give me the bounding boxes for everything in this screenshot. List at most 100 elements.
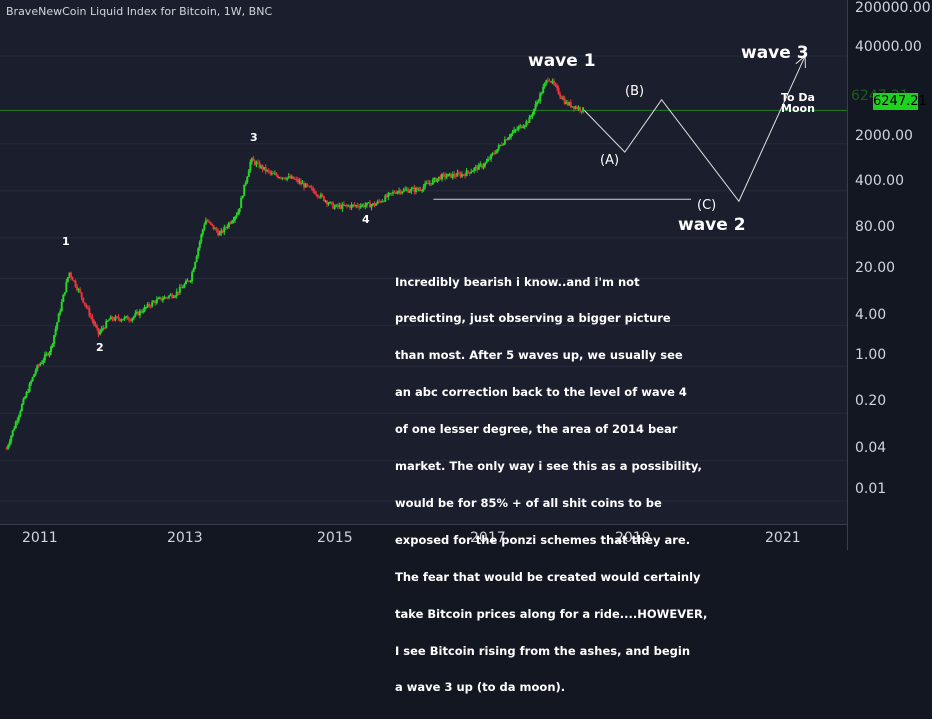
candle-body	[264, 166, 267, 172]
candle-body	[569, 102, 572, 107]
candle-body	[120, 319, 123, 321]
abc-label-a: (A)	[600, 153, 620, 168]
note-line: of one lesser degree, the area of 2014 b…	[395, 422, 678, 437]
candle-body	[36, 365, 39, 371]
candle-body	[494, 152, 497, 154]
candle-body	[295, 178, 298, 180]
candle-body	[537, 101, 540, 103]
candle-body	[516, 129, 519, 131]
candle-body	[464, 174, 467, 177]
candle-body	[477, 164, 480, 170]
candle-body	[37, 365, 40, 367]
candle-body	[437, 176, 440, 179]
candle-body	[209, 221, 212, 224]
candle-body	[318, 196, 321, 198]
candle-body	[25, 392, 28, 398]
note-line: take Bitcoin prices along for a ride....…	[395, 606, 708, 621]
candle-body	[218, 233, 221, 236]
candle-body	[43, 354, 46, 361]
candle-body	[563, 98, 566, 104]
candle-body	[45, 353, 48, 355]
candle-body	[10, 435, 13, 443]
candle-body	[445, 176, 448, 178]
candle-body	[499, 144, 502, 146]
candle-body	[554, 84, 557, 86]
candle-body	[510, 133, 513, 137]
candle-body	[273, 173, 276, 175]
candle-body	[539, 93, 542, 102]
candle-body	[253, 160, 256, 165]
candle-body	[407, 189, 410, 193]
candle-body	[5, 448, 8, 450]
candle-body	[238, 208, 241, 213]
candle-body	[241, 196, 244, 198]
candle-body	[275, 173, 278, 176]
candle-body	[230, 221, 233, 224]
candle-body	[306, 183, 309, 186]
candle-body	[574, 106, 577, 109]
candle-body	[283, 177, 286, 179]
candle-body	[330, 201, 333, 203]
candle-body	[367, 202, 370, 204]
current-price-badge: 6247.21	[873, 93, 927, 110]
candle-body	[109, 316, 112, 320]
candle-body	[33, 374, 36, 378]
wave-label-1: 1	[62, 235, 70, 248]
candle-body	[114, 316, 117, 321]
candle-body	[201, 229, 204, 235]
candle-body	[345, 204, 348, 206]
candle-body	[347, 205, 350, 207]
candle-body	[73, 280, 76, 282]
candle-body	[316, 194, 319, 197]
analysis-note: Incredibly bearish i know..and i'm not p…	[395, 251, 840, 718]
candle-body	[79, 289, 82, 293]
candle-body	[485, 161, 488, 164]
note-line: Incredibly bearish i know..and i'm not	[395, 274, 640, 289]
candle-body	[260, 165, 263, 168]
candle-body	[502, 144, 505, 146]
candle-body	[411, 187, 414, 189]
abc-label-b: (B)	[625, 84, 645, 99]
time-axis[interactable]	[0, 524, 847, 551]
candle-body	[272, 173, 275, 175]
y-tick-label: 80.00	[855, 219, 896, 235]
candle-body	[69, 272, 72, 278]
candle-body	[276, 175, 279, 178]
candle-body	[526, 121, 529, 123]
candle-body	[76, 286, 79, 291]
candle-body	[266, 170, 269, 172]
candle-body	[457, 172, 460, 174]
candle-body	[425, 183, 428, 185]
candle-body	[575, 106, 578, 109]
candle-body	[224, 226, 227, 228]
candle-body	[134, 313, 137, 317]
candle-body	[91, 317, 94, 321]
candle-body	[522, 126, 525, 129]
candle-body	[97, 328, 100, 335]
candle-body	[421, 190, 424, 192]
chart-root: BraveNewCoin Liquid Index for Bitcoin, 1…	[0, 0, 932, 694]
candle-body	[336, 204, 339, 207]
price-axis[interactable]	[847, 0, 932, 550]
candle-body	[155, 299, 158, 304]
candle-body	[229, 222, 232, 224]
candle-body	[184, 280, 187, 285]
candle-body	[508, 136, 511, 139]
candle-body	[142, 311, 145, 313]
candle-body	[468, 172, 471, 174]
candle-body	[379, 201, 382, 203]
candle-body	[404, 189, 407, 191]
candle-body	[112, 319, 115, 321]
candle-body	[568, 102, 571, 106]
candle-body	[42, 360, 45, 363]
candle-body	[126, 316, 129, 320]
candle-body	[534, 104, 537, 110]
candle-body	[399, 190, 402, 194]
candle-body	[27, 391, 30, 393]
candle-body	[548, 80, 551, 82]
candle-body	[487, 158, 490, 162]
candle-body	[281, 177, 284, 179]
candle-body	[384, 195, 387, 202]
candle-body	[255, 162, 258, 165]
candle-body	[324, 200, 327, 202]
